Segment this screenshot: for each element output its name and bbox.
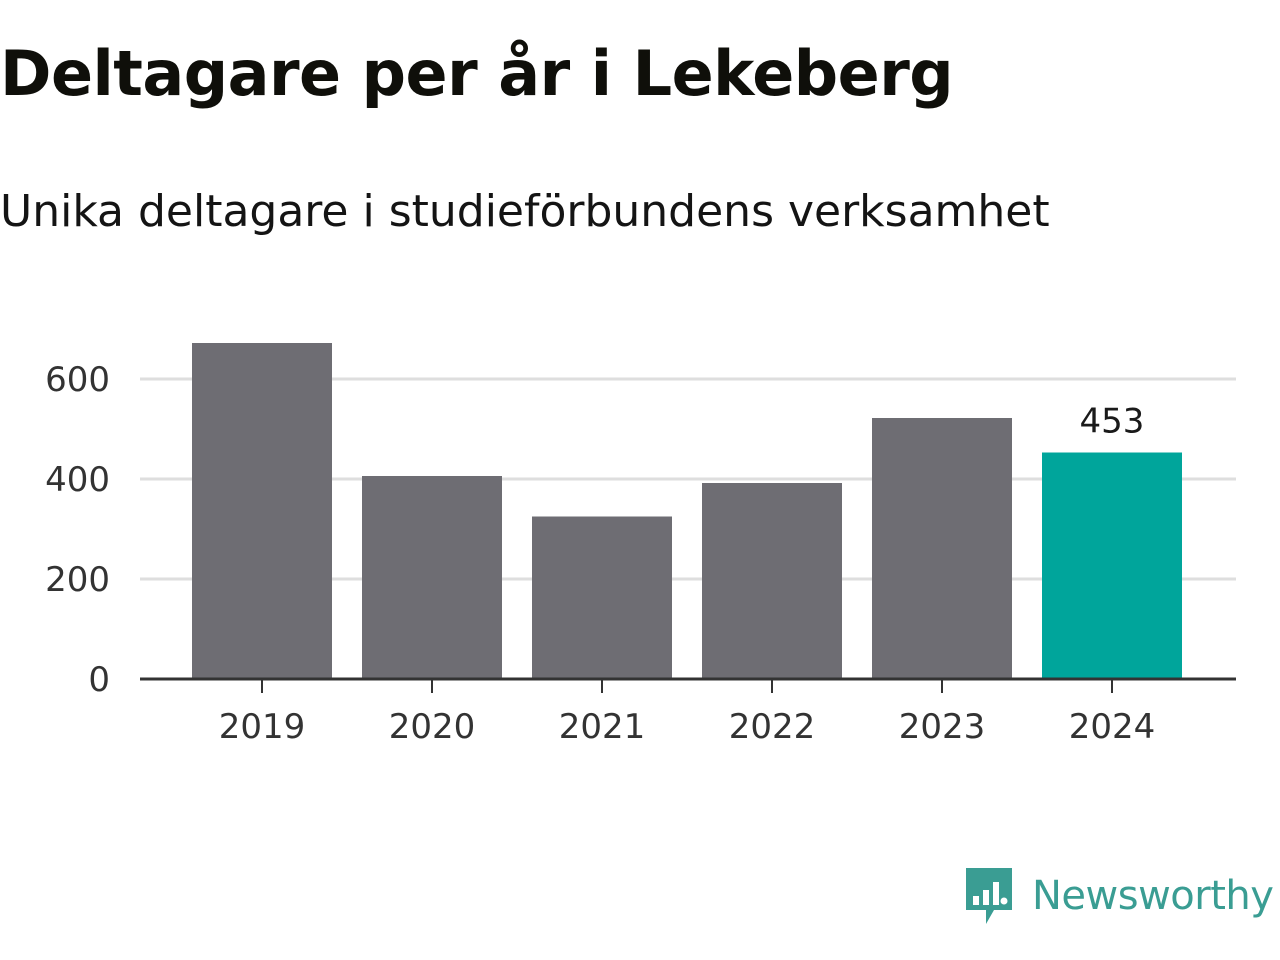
chart-title: Deltagare per år i Lekeberg [0,37,954,110]
labels: 0 200 400 600 2019 2020 2021 2022 2023 2024 453 [45,360,1155,747]
newsworthy-logo-icon [966,868,1012,924]
newsworthy-logo-text: Newsworthy [1032,873,1274,919]
newsworthy-logo: Newsworthy [964,864,1274,928]
bar-2019 [192,343,332,679]
axes [140,677,1236,693]
x-tick-label-2023: 2023 [899,707,986,747]
x-tick-label-2019: 2019 [219,707,306,747]
y-tick-label-600: 600 [45,360,110,400]
x-tick-label-2022: 2022 [729,707,816,747]
bar-2022 [702,483,842,679]
x-tick-label-2024: 2024 [1069,707,1156,747]
y-tick-label-400: 400 [45,460,110,500]
y-tick-label-0: 0 [88,660,110,700]
bar-2024 [1042,452,1182,679]
bar-2021 [532,516,672,679]
chart-subtitle: Unika deltagare i studieförbundens verks… [0,186,1050,237]
bars [192,343,1182,679]
x-tick-label-2021: 2021 [559,707,646,747]
bar-2023 [872,418,1012,679]
bar-2020 [362,476,502,679]
y-tick-label-200: 200 [45,560,110,600]
data-label-2024: 453 [1080,402,1145,442]
x-tick-label-2020: 2020 [389,707,476,747]
